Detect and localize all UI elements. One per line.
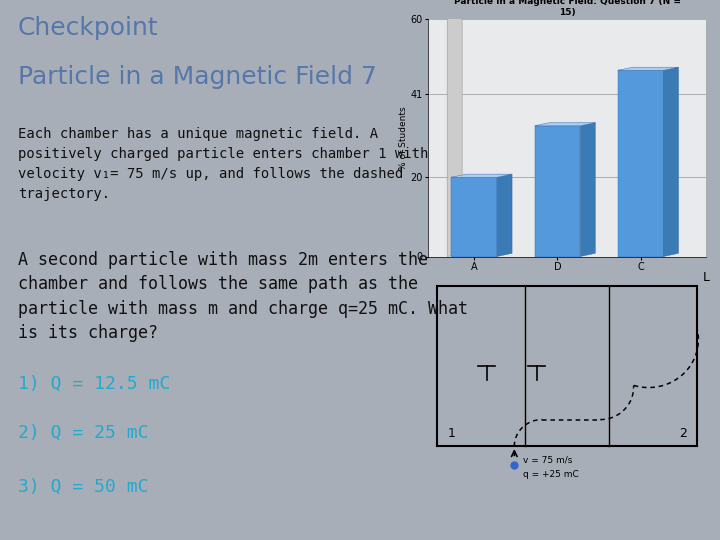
Text: 3) Q = 50 mC: 3) Q = 50 mC (18, 478, 148, 496)
Title: Particle in a Magnetic Field: Question 7 (N =
15): Particle in a Magnetic Field: Question 7… (454, 0, 680, 17)
Text: 1) Q = 12.5 mC: 1) Q = 12.5 mC (18, 375, 170, 393)
Y-axis label: % of Students: % of Students (399, 106, 408, 170)
Text: Particle in a Magnetic Field 7: Particle in a Magnetic Field 7 (18, 65, 377, 89)
Text: 2) Q = 25 mC: 2) Q = 25 mC (18, 424, 148, 442)
Text: 1: 1 (448, 427, 456, 440)
Polygon shape (447, 16, 462, 256)
Bar (451, 177, 497, 256)
Text: 2: 2 (680, 427, 688, 440)
Text: L: L (703, 272, 710, 285)
Polygon shape (497, 174, 512, 256)
Text: Each chamber has a unique magnetic field. A
positively charged particle enters c: Each chamber has a unique magnetic field… (18, 127, 428, 201)
Polygon shape (664, 67, 678, 256)
Polygon shape (580, 123, 595, 256)
Polygon shape (451, 174, 512, 177)
Polygon shape (534, 123, 595, 126)
Text: v = 75 m/s: v = 75 m/s (523, 455, 572, 464)
Bar (534, 126, 580, 256)
Text: Checkpoint: Checkpoint (18, 16, 158, 40)
Polygon shape (618, 67, 678, 70)
Bar (618, 70, 664, 256)
Text: q = +25 mC: q = +25 mC (523, 470, 578, 479)
Text: A second particle with mass 2m enters the
chamber and follows the same path as t: A second particle with mass 2m enters th… (18, 251, 468, 342)
